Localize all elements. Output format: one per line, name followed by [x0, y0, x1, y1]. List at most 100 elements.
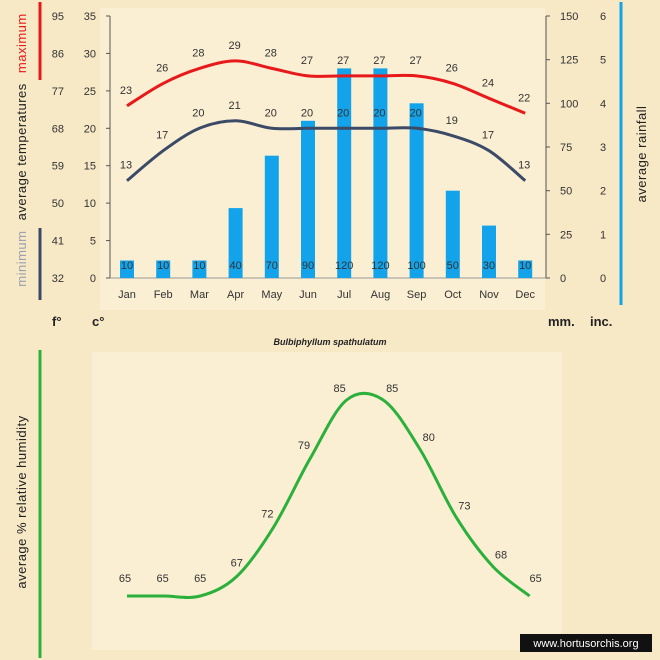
- fahrenheit-axis: 32 41 50 59 68 77 86 95: [52, 11, 64, 285]
- inches-tick-label: 1: [600, 229, 606, 241]
- rainfall-value-label: 70: [266, 260, 278, 272]
- maximum-value-label: 24: [482, 77, 494, 89]
- rainfall-bar: [228, 208, 243, 278]
- maximum-value-label: 27: [301, 55, 313, 67]
- maximum-value-label: 28: [192, 47, 204, 59]
- top-chart-panel: [100, 8, 545, 310]
- humidity-value-label: 65: [529, 573, 541, 585]
- rainfall-value-label: 90: [302, 260, 314, 272]
- rainfall-bar: [337, 68, 352, 279]
- minimum-value-label: 20: [265, 107, 277, 119]
- month-tick-labels: Jan Feb Mar Apr May Jun Jul Aug Sep Oct Nov Dec: [118, 289, 535, 301]
- month-tick-label: Jun: [299, 289, 317, 301]
- mm-tick-label: 125: [560, 55, 578, 67]
- celsius-tick-label: 15: [84, 161, 96, 173]
- rainfall-bar: [373, 68, 388, 279]
- rainfall-value-label: 100: [407, 260, 425, 272]
- month-tick-label: Sep: [407, 289, 427, 301]
- maximum-value-label: 27: [373, 55, 385, 67]
- average-temperatures-word: average temperatures: [14, 83, 29, 220]
- fahrenheit-tick-label: 32: [52, 273, 64, 285]
- humidity-value-label: 68: [495, 550, 507, 562]
- maximum-value-label: 22: [518, 92, 530, 104]
- minimum-value-label: 20: [373, 107, 385, 119]
- rainfall-value-label: 120: [371, 260, 389, 272]
- minimum-value-label: 21: [228, 100, 240, 112]
- month-tick-label: Apr: [227, 289, 244, 301]
- humidity-value-labels: 65 65 65 67 72 79 85 85 80 73 68 65: [119, 383, 542, 585]
- fahrenheit-tick-label: 50: [52, 198, 64, 210]
- minimum-value-label: 13: [518, 160, 530, 172]
- minimum-value-label: 17: [482, 130, 494, 142]
- month-tick-label: Jul: [337, 289, 351, 301]
- rainfall-bar: [445, 190, 460, 278]
- maximum-word: maximum: [14, 13, 29, 73]
- rainfall-value-label: 120: [335, 260, 353, 272]
- humidity-value-label: 85: [333, 383, 345, 395]
- humidity-value-label: 85: [386, 383, 398, 395]
- species-name: Bulbiphyllum spathulatum: [273, 337, 386, 347]
- celsius-tick-label: 5: [90, 236, 96, 248]
- celsius-tick-label: 10: [84, 198, 96, 210]
- unit-inches: inc.: [590, 314, 612, 329]
- rainfall-value-label: 40: [229, 260, 241, 272]
- inches-tick-label: 0: [600, 273, 606, 285]
- fahrenheit-tick-label: 95: [52, 11, 64, 23]
- humidity-value-label: 79: [298, 440, 310, 452]
- humidity-value-label: 65: [194, 573, 206, 585]
- minimum-value-label: 20: [301, 107, 313, 119]
- fahrenheit-tick-label: 59: [52, 161, 64, 173]
- rainfall-value-label: 10: [121, 260, 133, 272]
- humidity-value-label: 73: [458, 501, 470, 513]
- rainfall-value-label: 50: [447, 260, 459, 272]
- mm-tick-label: 75: [560, 142, 572, 154]
- rainfall-value-label: 10: [157, 260, 169, 272]
- maximum-temperature-line: [126, 59, 526, 115]
- minimum-value-label: 13: [120, 160, 132, 172]
- mm-tick-label: 0: [560, 273, 566, 285]
- humidity-value-label: 80: [423, 432, 435, 444]
- minimum-value-label: 17: [156, 130, 168, 142]
- inches-tick-label: 2: [600, 186, 606, 198]
- humidity-value-label: 65: [119, 573, 131, 585]
- maximum-value-label: 27: [337, 55, 349, 67]
- minimum-value-label: 20: [337, 107, 349, 119]
- rainfall-bar: [156, 260, 171, 278]
- rainfall-axis-title: average rainfall: [634, 106, 649, 203]
- maximum-value-label: 27: [409, 55, 421, 67]
- mm-tick-label: 25: [560, 229, 572, 241]
- minimum-word: minimum: [14, 231, 29, 287]
- humidity-value-label: 72: [261, 508, 273, 520]
- watermark-background: [520, 634, 652, 652]
- rainfall-bar: [409, 103, 424, 278]
- celsius-tick-label: 30: [84, 48, 96, 60]
- fahrenheit-tick-label: 86: [52, 48, 64, 60]
- humidity-axis-title: average % relative humidity: [14, 415, 29, 588]
- unit-celsius: c°: [92, 314, 104, 329]
- fahrenheit-tick-label: 68: [52, 123, 64, 135]
- maximum-value-label: 26: [156, 62, 168, 74]
- rainfall-value-label: 30: [483, 260, 495, 272]
- month-tick-label: Aug: [371, 289, 391, 301]
- month-tick-label: Dec: [515, 289, 535, 301]
- rainfall-bar: [482, 225, 496, 278]
- inches-tick-label: 6: [600, 11, 606, 23]
- mm-tick-label: 50: [560, 186, 572, 198]
- minimum-temperature-line: [126, 119, 527, 182]
- mm-tick-label: 150: [560, 11, 578, 23]
- celsius-tick-label: 20: [84, 123, 96, 135]
- unit-fahrenheit: f°: [52, 314, 62, 329]
- celsius-tick-label: 0: [90, 273, 96, 285]
- celsius-axis: 0 5 10 15 20 25 30 35: [84, 11, 110, 285]
- celsius-tick-label: 25: [84, 86, 96, 98]
- celsius-tick-label: 35: [84, 11, 96, 23]
- fahrenheit-tick-label: 41: [52, 236, 64, 248]
- humidity-value-label: 65: [156, 573, 168, 585]
- maximum-value-label: 28: [265, 47, 277, 59]
- humidity-value-label: 67: [231, 557, 243, 569]
- rainfall-value-label: 10: [519, 260, 531, 272]
- rainfall-inches-axis: 0 1 2 3 4 5 6: [600, 11, 606, 285]
- mm-tick-label: 100: [560, 98, 578, 110]
- fahrenheit-tick-label: 77: [52, 86, 64, 98]
- minimum-temperature-labels: 13 17 20 21 20 20 20 20 20 19 17 13: [120, 100, 530, 172]
